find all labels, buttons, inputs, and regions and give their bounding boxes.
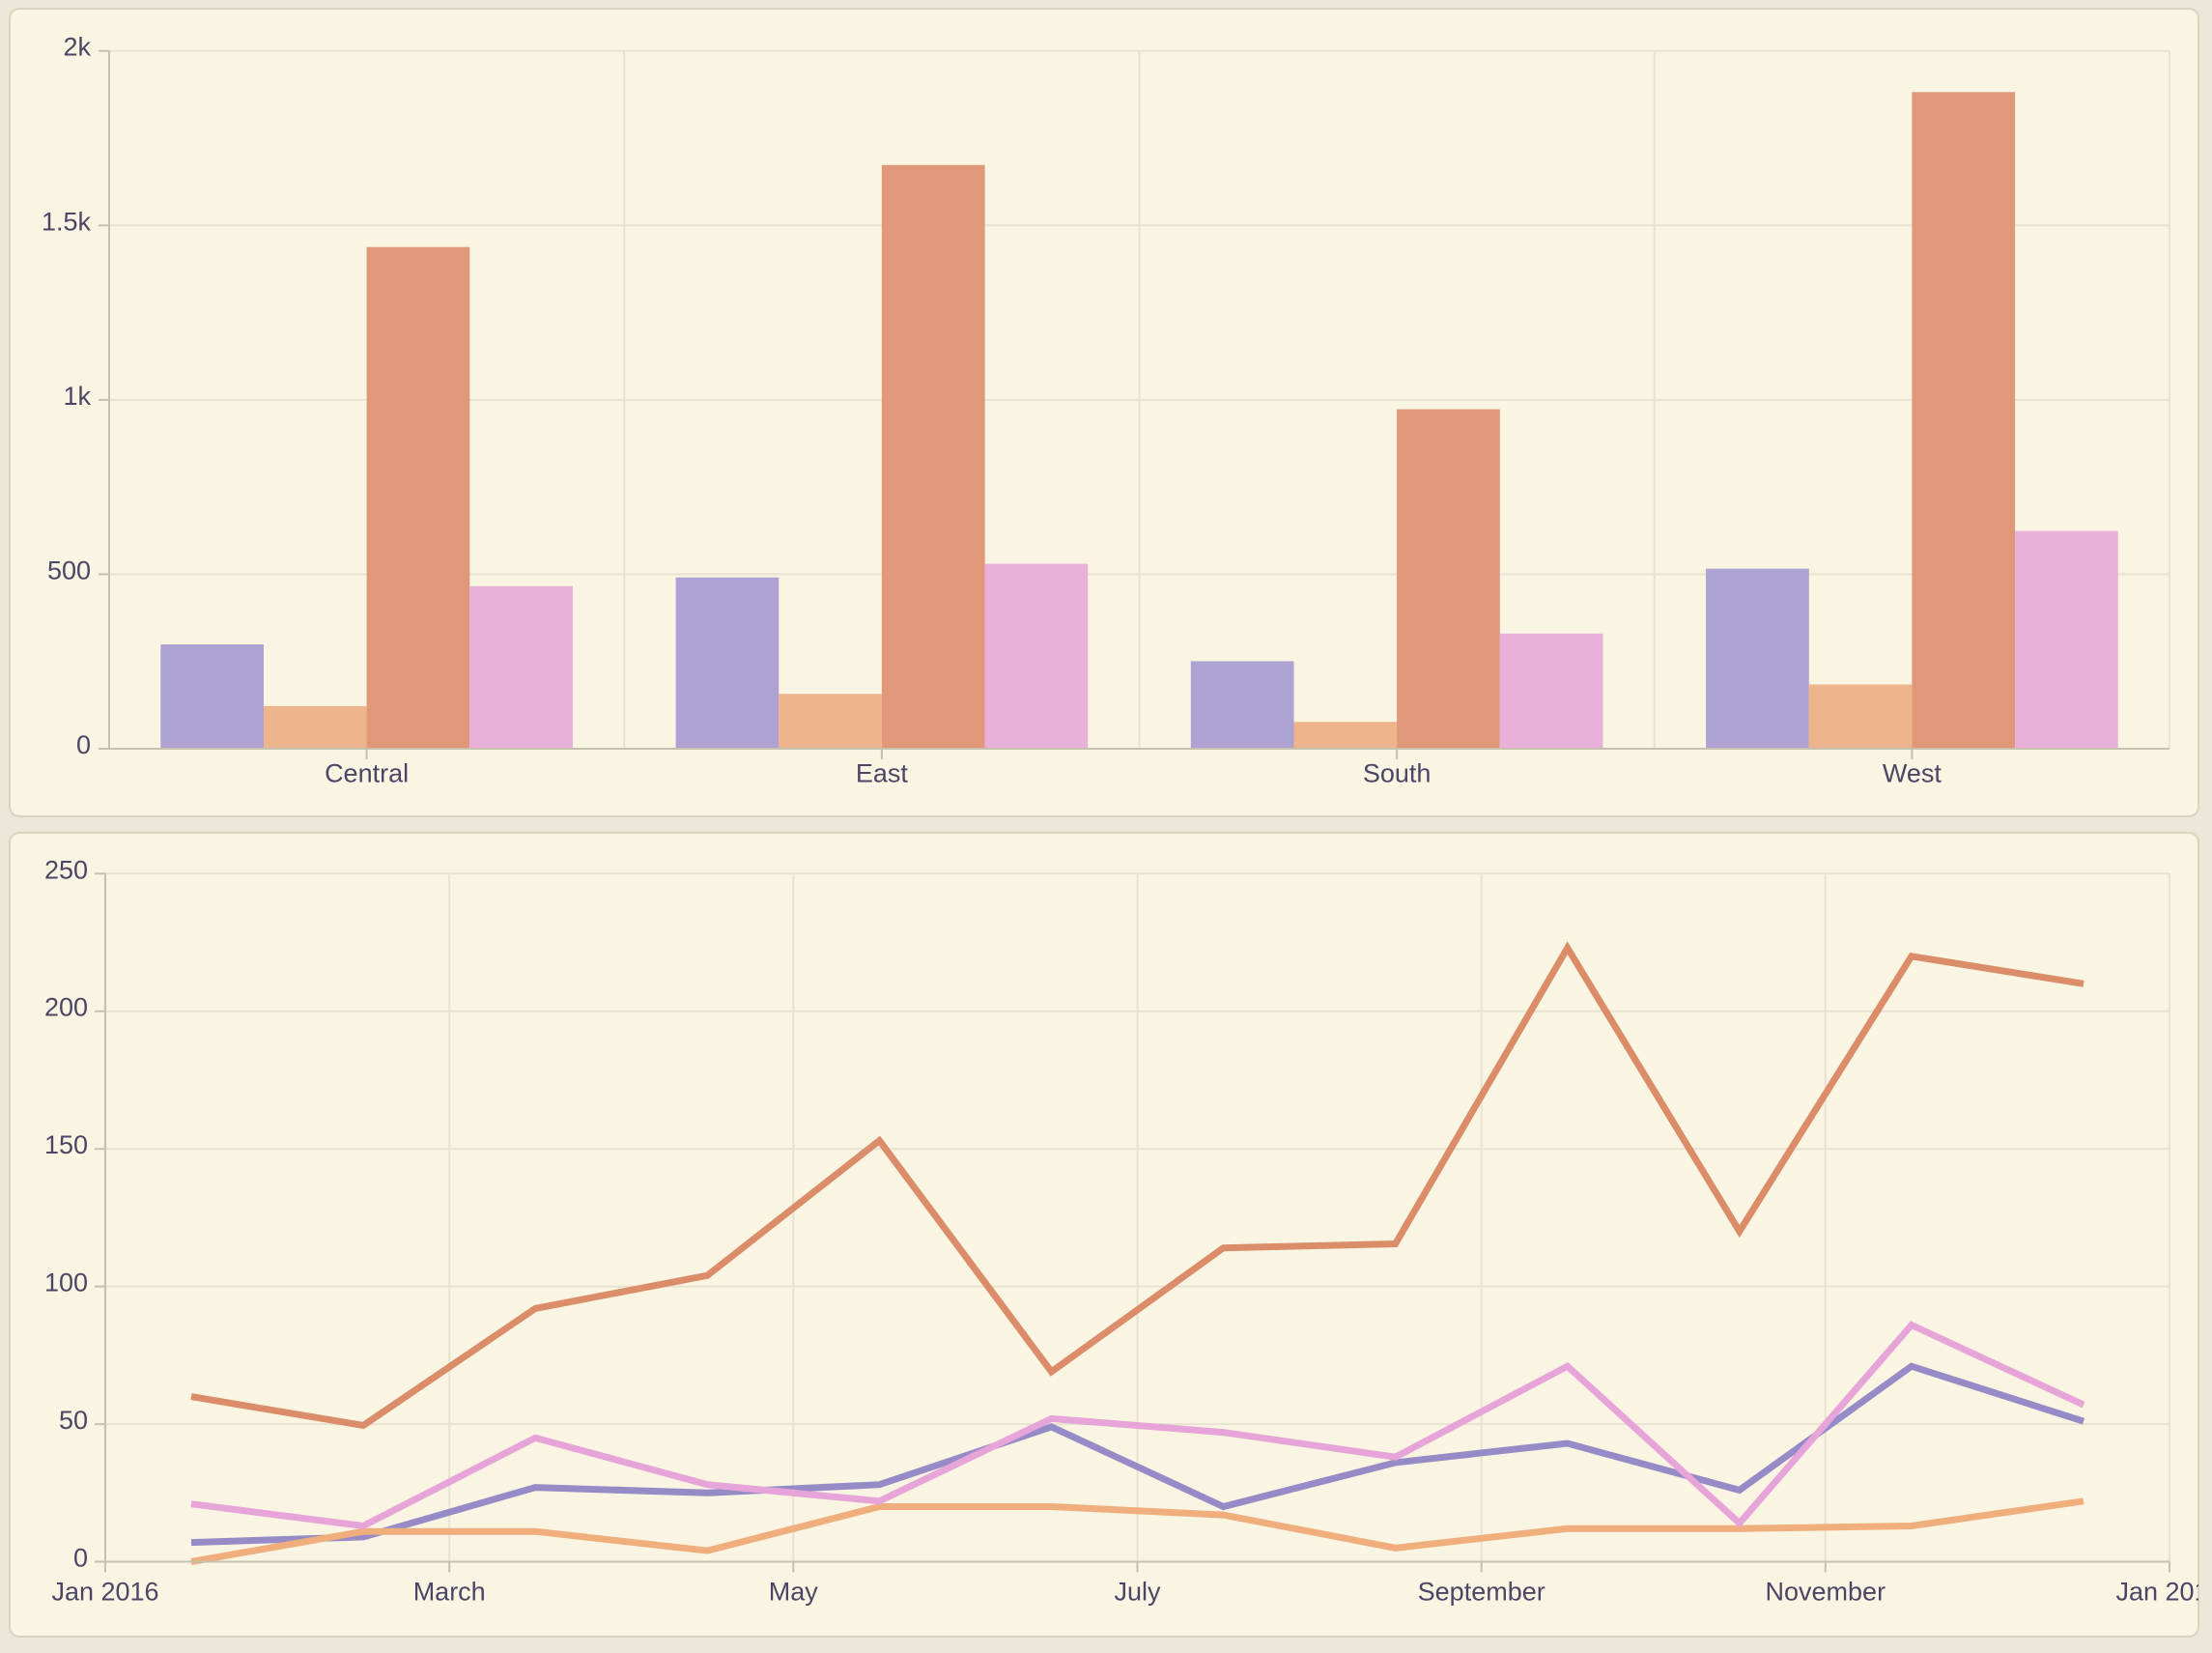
svg-text:100: 100 xyxy=(44,1268,88,1297)
svg-text:March: March xyxy=(413,1578,486,1607)
svg-text:1k: 1k xyxy=(63,382,91,411)
svg-text:West: West xyxy=(1883,759,1943,788)
svg-text:November: November xyxy=(1766,1578,1886,1607)
svg-text:July: July xyxy=(1114,1578,1161,1607)
svg-text:September: September xyxy=(1418,1578,1546,1607)
svg-text:150: 150 xyxy=(44,1130,88,1159)
svg-text:May: May xyxy=(769,1578,819,1607)
svg-text:East: East xyxy=(856,759,909,788)
svg-text:500: 500 xyxy=(47,556,91,584)
svg-text:Central: Central xyxy=(325,759,409,788)
svg-text:1.5k: 1.5k xyxy=(42,207,92,236)
svg-text:0: 0 xyxy=(73,1544,88,1573)
svg-text:50: 50 xyxy=(59,1406,88,1435)
svg-text:2k: 2k xyxy=(63,33,91,62)
svg-text:Jan 2017: Jan 2017 xyxy=(2115,1578,2212,1607)
svg-text:Jan 2016: Jan 2016 xyxy=(51,1578,158,1607)
svg-text:0: 0 xyxy=(76,730,91,759)
svg-text:South: South xyxy=(1363,759,1432,788)
svg-text:250: 250 xyxy=(44,855,88,884)
svg-text:200: 200 xyxy=(44,993,88,1022)
